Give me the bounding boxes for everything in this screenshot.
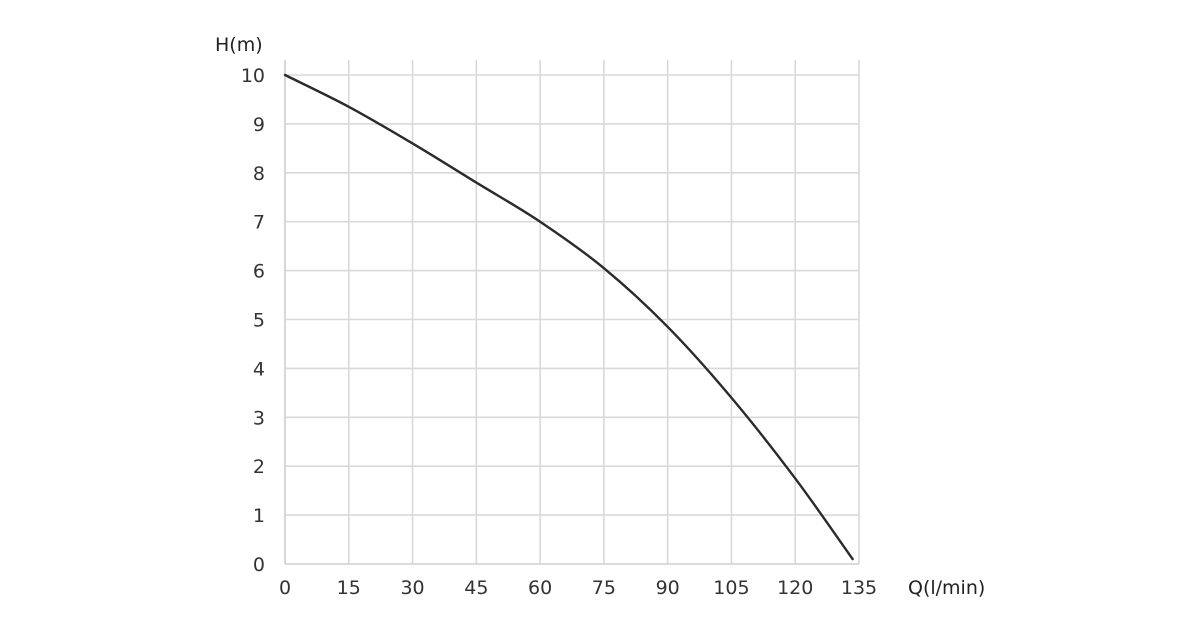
series-layer: [283, 73, 854, 561]
y-tick-label: 0: [253, 554, 265, 576]
y-tick-label: 3: [253, 407, 265, 429]
x-tick-label: 15: [337, 577, 361, 599]
x-tick-label: 120: [777, 577, 813, 599]
grid: [285, 60, 860, 564]
x-tick-label: 0: [279, 577, 291, 599]
y-tick-label: 2: [253, 456, 265, 478]
y-tick-label: 8: [253, 163, 265, 185]
series-line: [283, 73, 854, 561]
x-tick-label: 75: [592, 577, 616, 599]
y-tick-label: 6: [253, 261, 265, 283]
y-axis-title: H(m): [215, 34, 263, 56]
x-axis-title: Q(l/min): [908, 577, 985, 599]
y-tick-label: 5: [253, 310, 265, 332]
x-tick-label: 105: [713, 577, 749, 599]
x-tick-label: 30: [400, 577, 424, 599]
x-tick-label: 135: [841, 577, 877, 599]
y-tick-label: 4: [253, 358, 265, 380]
x-tick-label: 90: [656, 577, 680, 599]
y-tick-label: 9: [253, 114, 265, 136]
axes: [284, 60, 859, 565]
x-tick-label: 60: [528, 577, 552, 599]
x-tick-label: 45: [464, 577, 488, 599]
y-tick-label: 10: [241, 65, 265, 87]
y-tick-label: 1: [253, 505, 265, 527]
y-tick-label: 7: [253, 212, 265, 234]
